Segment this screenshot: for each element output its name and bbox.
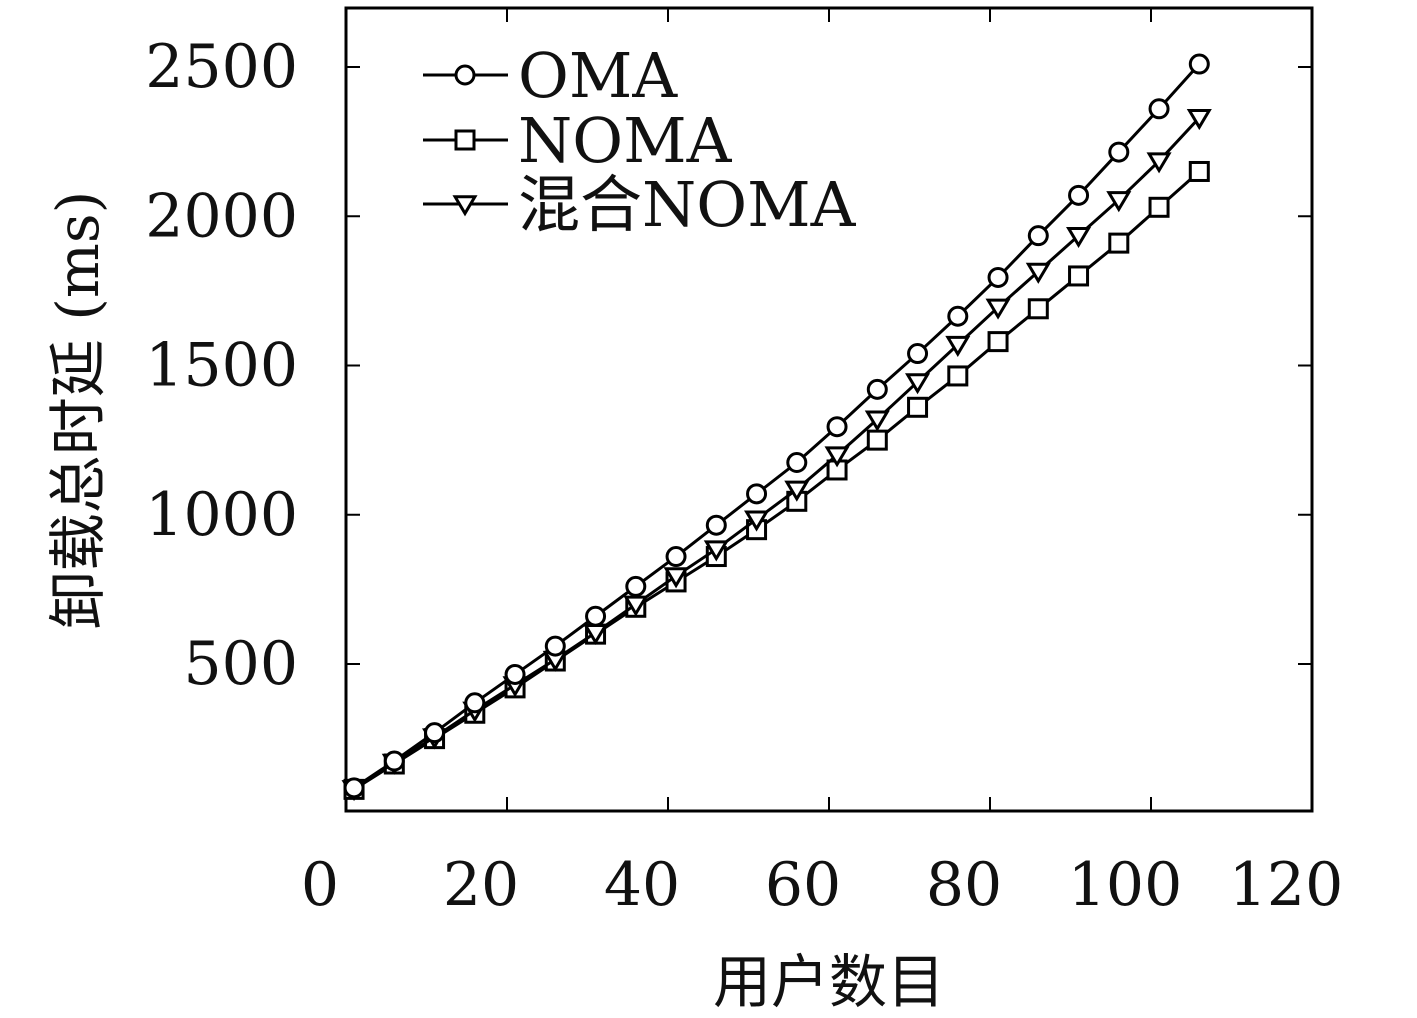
marker-triangle-down [905, 373, 931, 395]
marker-triangle-down [1066, 226, 1092, 249]
marker-circle [1027, 225, 1049, 247]
y-tick-label: 500 [183, 629, 298, 699]
legend-label: NOMA [518, 104, 733, 177]
series-layer [341, 53, 1212, 802]
marker-triangle-down [452, 195, 478, 217]
marker-square [1068, 265, 1090, 287]
x-tick-label: 0 [301, 850, 339, 920]
marker-triangle-down [784, 480, 810, 502]
marker-triangle-down [1186, 109, 1212, 131]
y-tick-label: 1500 [145, 331, 298, 401]
marker-circle [454, 64, 476, 86]
y-axis-title: 卸载总时延 (ms) [44, 191, 112, 629]
x-tick-label: 120 [1229, 850, 1344, 920]
marker-circle [585, 605, 607, 627]
marker-square [866, 429, 888, 451]
marker-triangle-down [864, 410, 890, 432]
marker-triangle-down [1106, 191, 1132, 213]
marker-triangle-down [1146, 152, 1172, 174]
marker-circle [1108, 141, 1130, 163]
marker-circle [383, 750, 405, 772]
marker-circle [504, 663, 526, 685]
marker-circle [786, 452, 808, 474]
marker-circle [343, 777, 365, 799]
marker-circle [665, 546, 687, 568]
x-tick-label: 20 [443, 850, 519, 920]
marker-circle [866, 378, 888, 400]
marker-circle [1148, 98, 1170, 120]
series-square [343, 160, 1210, 800]
series-line [353, 63, 1201, 790]
x-tick-label: 40 [604, 850, 680, 920]
marker-triangle-down [663, 567, 689, 589]
marker-circle [1068, 184, 1090, 206]
marker-circle [705, 514, 727, 536]
marker-triangle-down [703, 540, 729, 562]
x-axis-title: 用户数目 [713, 948, 945, 1016]
marker-circle [625, 575, 647, 597]
marker-circle [544, 635, 566, 657]
x-axis: 0 20 40 60 80 100 120 [301, 8, 1343, 920]
legend-label: OMA [518, 39, 678, 112]
marker-square [1188, 160, 1210, 182]
marker-square [1108, 232, 1130, 254]
y-tick-label: 1000 [145, 480, 298, 550]
x-tick-label: 100 [1068, 850, 1183, 920]
marker-square [1148, 196, 1170, 218]
marker-triangle-down [824, 446, 850, 468]
x-tick-label: 80 [926, 850, 1002, 920]
series-circle [343, 53, 1210, 799]
y-axis: 500 1000 1500 2000 2500 [145, 32, 1312, 699]
series-line [353, 116, 1201, 791]
x-tick-label: 60 [765, 850, 841, 920]
marker-square [1027, 298, 1049, 320]
marker-triangle-down [985, 298, 1011, 320]
marker-triangle-down [1025, 262, 1051, 284]
marker-square [907, 396, 929, 418]
legend-label: 混合NOMA [518, 168, 857, 241]
marker-square [454, 129, 476, 151]
series-line [353, 170, 1201, 791]
marker-circle [826, 416, 848, 438]
marker-square [947, 365, 969, 387]
marker-circle [746, 483, 768, 505]
y-tick-label: 2000 [145, 181, 298, 251]
marker-triangle-down [945, 335, 971, 357]
marker-triangle-down [623, 595, 649, 617]
marker-circle [987, 266, 1009, 288]
y-tick-label: 2500 [145, 32, 298, 102]
marker-circle [907, 343, 929, 365]
marker-circle [424, 722, 446, 744]
marker-circle [464, 692, 486, 714]
marker-square [987, 331, 1009, 353]
marker-circle [947, 305, 969, 327]
marker-circle [1188, 53, 1210, 75]
marker-triangle-down [744, 510, 770, 532]
